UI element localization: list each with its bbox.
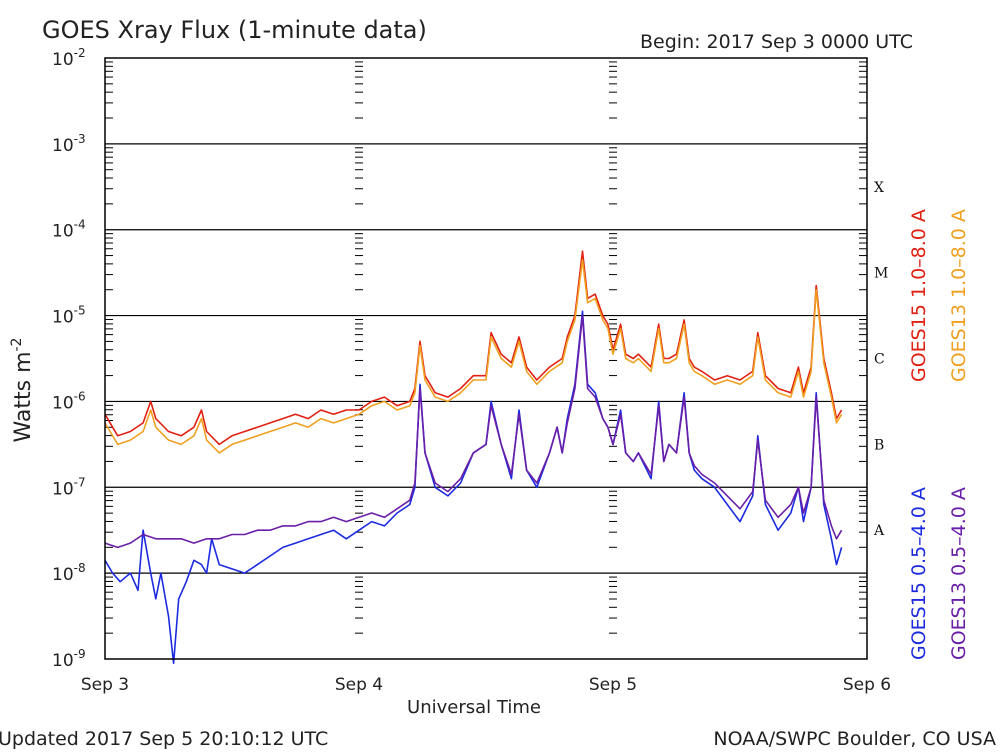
y-tick-label: 10-2 [52,46,86,70]
legend: GOES15 1.0–8.0 A GOES13 1.0–8.0 A GOES15 0… [908,209,970,660]
y-tick-label: 10-9 [52,647,86,671]
y-tick-label: 10-8 [52,561,86,585]
y-tick-label: 10-7 [52,475,86,499]
y-axis-label-exponent: -2 [9,338,25,352]
y-tick-label: 10-6 [52,389,86,413]
x-tick-label: Sep 3 [81,675,129,695]
series-line-goes13-1-0-8-0-a [104,259,843,454]
flare-class-labels: X M C B A [873,180,888,539]
x-tick-labels: Sep 3 Sep 4 Sep 5 Sep 6 [81,675,891,695]
legend-entry: GOES13 1.0–8.0 A [948,209,970,382]
legend-entry: GOES15 0.5–4.0 A [908,487,930,660]
flare-class-label: B [874,437,884,453]
x-tick-label: Sep 4 [335,675,383,695]
y-tick-label: 10-3 [52,132,86,156]
flare-class-label: C [874,352,885,368]
flare-class-label: A [873,523,885,539]
y-tick-labels: 10-9 10-8 10-7 10-6 10-5 10-4 10-3 10-2 [52,46,86,671]
y-tick-label: 10-4 [52,218,86,242]
plot-grid [105,61,867,634]
legend-entry: GOES15 1.0–8.0 A [908,209,930,382]
legend-entry: GOES13 0.5–4.0 A [948,487,970,660]
x-tick-label: Sep 6 [843,675,891,695]
x-axis-label: Universal Time [407,697,541,718]
x-tick-label: Sep 5 [589,675,637,695]
series-line-goes15-0-5-4-0-a [104,310,843,665]
chart-title: GOES Xray Flux (1-minute data) [42,16,427,44]
series-line-goes13-0-5-4-0-a [104,314,843,549]
credit-text: NOAA/SWPC Boulder, CO USA [713,728,996,750]
series-lines [104,250,843,665]
y-axis-label: Watts m-2 [9,338,36,443]
begin-label: Begin: 2017 Sep 3 0000 UTC [640,31,913,53]
flare-class-label: X [874,180,884,196]
y-tick-label: 10-5 [52,304,86,328]
plot-frame [104,57,868,660]
updated-timestamp: Updated 2017 Sep 5 20:10:12 UTC [0,728,328,750]
y-axis-label-text: Watts m [11,352,36,443]
flare-class-label: M [874,266,888,282]
series-line-goes15-1-0-8-0-a [104,250,843,446]
